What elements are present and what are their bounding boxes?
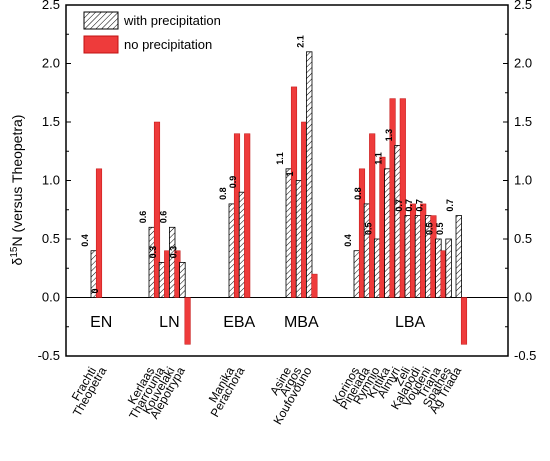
- bar-with-precipitation: [305, 51, 313, 298]
- bar-with-precipitation: [285, 168, 292, 298]
- bar-with-precipitation: [238, 191, 246, 298]
- data-label: 0.7: [404, 199, 414, 212]
- data-label: 0.9: [228, 176, 238, 189]
- data-label: 0.5: [425, 222, 435, 235]
- data-label: 1.3: [384, 129, 394, 142]
- period-label: MBA: [284, 314, 319, 331]
- bar-with-precipitation: [148, 226, 155, 298]
- bar-no-precipitation: [184, 297, 191, 345]
- y-tick-label-left: 1.5: [42, 114, 60, 129]
- bar-with-precipitation: [394, 144, 401, 298]
- bar-with-precipitation: [179, 261, 186, 298]
- bar-with-precipitation: [384, 168, 391, 298]
- period-label: EBA: [223, 314, 255, 331]
- data-label: 0.5: [435, 222, 445, 235]
- data-label: 0.4: [343, 234, 353, 247]
- plot-area: -0.5 -0.50.0 0.00.5 0.51.0 1.01.5 1.52.0 2.02.…: [38, 0, 537, 427]
- bar-no-precipitation: [369, 133, 376, 298]
- legend-swatch-with-precipitation: [83, 11, 119, 30]
- bar-no-precipitation: [244, 133, 251, 298]
- data-label: 0.7: [394, 199, 404, 212]
- bar-with-precipitation: [295, 180, 303, 298]
- data-label: 0.6: [138, 211, 148, 224]
- bar-with-precipitation: [414, 215, 422, 298]
- period-label: LN: [159, 314, 179, 331]
- legend-label-with-precipitation: with precipitation: [123, 13, 221, 28]
- bar-no-precipitation: [460, 297, 468, 345]
- y-tick-label-left: 1.0: [42, 173, 60, 188]
- bar-with-precipitation: [404, 215, 411, 298]
- bar-no-precipitation: [95, 168, 103, 298]
- data-label: 2.1: [295, 35, 305, 48]
- y-axis-title: δ15N (versus Theopetra): [9, 115, 26, 266]
- bar-with-precipitation: [435, 238, 442, 298]
- data-label: 0.6: [158, 211, 168, 224]
- y-tick-label-left: 0.5: [42, 231, 60, 246]
- legend: with precipitation no precipitation: [83, 11, 221, 54]
- data-label: 0.3: [148, 246, 158, 259]
- bar-with-precipitation: [373, 238, 381, 298]
- bar-with-precipitation: [445, 238, 452, 298]
- y-tick-label-left: -0.5: [38, 348, 60, 363]
- bar-no-precipitation: [153, 121, 161, 298]
- data-label: 0.7: [414, 199, 424, 212]
- y-tick-label-right: 2.5: [514, 0, 532, 12]
- data-label: 0.8: [218, 187, 228, 200]
- data-label: 0.3: [169, 246, 179, 259]
- data-label: 0.7: [445, 199, 455, 212]
- bar-with-precipitation: [158, 261, 166, 298]
- y-tick-label-right: -0.5: [514, 348, 536, 363]
- data-label: 1.1: [374, 152, 384, 165]
- legend-swatch-no-precipitation: [83, 35, 119, 54]
- y-tick-label-right: 1.0: [514, 173, 532, 188]
- y-tick-label-left: 0.0: [42, 290, 60, 305]
- data-label: 0.5: [363, 222, 373, 235]
- period-label: EN: [90, 314, 112, 331]
- data-label: 1: [285, 171, 295, 176]
- period-label: LBA: [395, 314, 426, 331]
- bar-no-precipitation: [399, 98, 406, 298]
- y-tick-label-right: 0.5: [514, 231, 532, 246]
- bar-with-precipitation: [228, 203, 235, 298]
- y-tick-label-left: 2.0: [42, 56, 60, 71]
- data-label: 0.8: [353, 187, 363, 200]
- data-label: 0.4: [80, 234, 90, 247]
- bar-with-precipitation: [353, 250, 360, 298]
- y-tick-label-right: 0.0: [514, 290, 532, 305]
- legend-label-no-precipitation: no precipitation: [124, 37, 212, 52]
- data-label: 1.1: [275, 152, 285, 165]
- y-tick-label-right: 2.0: [514, 56, 532, 71]
- y-tick-label-left: 2.5: [42, 0, 60, 12]
- bar-with-precipitation: [168, 226, 176, 298]
- y-tick-label-right: 1.5: [514, 114, 532, 129]
- bar-with-precipitation: [363, 203, 371, 298]
- bar-with-precipitation: [455, 215, 462, 298]
- data-label: 0: [90, 288, 100, 293]
- bar-no-precipitation: [311, 273, 318, 298]
